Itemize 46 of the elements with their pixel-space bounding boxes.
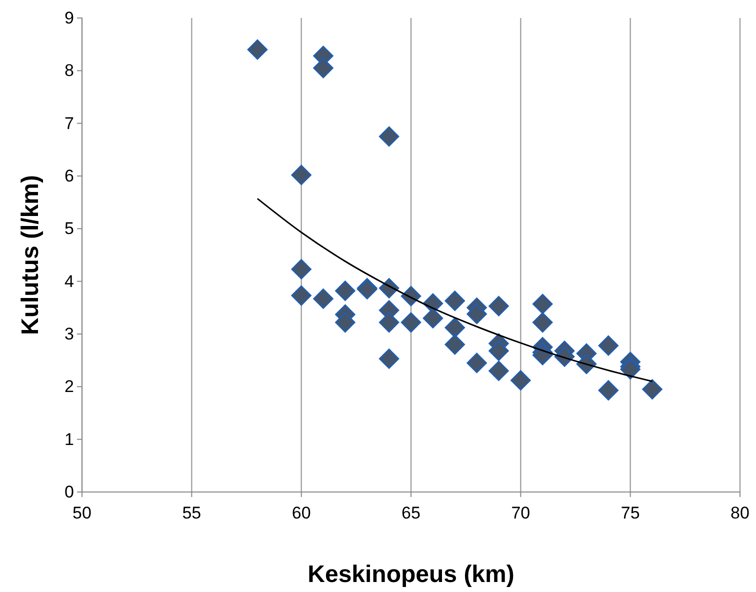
point [313, 58, 334, 78]
y-tick-label: 8 [64, 61, 74, 80]
x-tick-label: 65 [402, 504, 420, 523]
point [313, 288, 334, 309]
x-tick-label: 80 [730, 504, 750, 523]
y-tick-label: 4 [64, 272, 74, 291]
x-tick-label: 75 [620, 504, 640, 523]
point [488, 360, 509, 382]
point [378, 312, 400, 333]
x-tick-label: 55 [182, 504, 202, 523]
point [532, 294, 553, 314]
point [422, 308, 444, 328]
point [466, 304, 487, 324]
point [466, 352, 487, 374]
point [598, 335, 619, 356]
point [488, 340, 509, 361]
x-axis-title: Keskinopeus (km) [308, 561, 514, 588]
x-tick-label: 60 [292, 504, 311, 523]
point [532, 312, 553, 333]
y-tick-label: 5 [64, 219, 74, 238]
point [335, 280, 356, 301]
point [247, 39, 268, 60]
point [444, 290, 466, 311]
y-tick-label: 1 [64, 430, 74, 449]
point [642, 379, 662, 400]
x-tick-label: 70 [511, 504, 530, 523]
point [444, 318, 466, 338]
x-tick-label: 50 [72, 504, 92, 523]
point [291, 259, 312, 280]
y-axis-title: Kulutus (l/km) [17, 175, 44, 335]
y-tick-label: 9 [64, 8, 74, 28]
y-tick-label: 3 [64, 324, 74, 344]
point [291, 285, 312, 306]
point [488, 296, 509, 316]
point [378, 348, 400, 369]
point [510, 370, 531, 390]
y-tick-label: 2 [64, 377, 74, 396]
y-tick-label: 7 [64, 114, 74, 133]
point [335, 312, 356, 333]
point [378, 126, 400, 147]
y-tick-label: 0 [64, 482, 74, 502]
point [598, 380, 619, 400]
point [444, 334, 466, 355]
point [291, 164, 312, 186]
point [400, 312, 422, 333]
y-tick-label: 6 [64, 166, 74, 186]
